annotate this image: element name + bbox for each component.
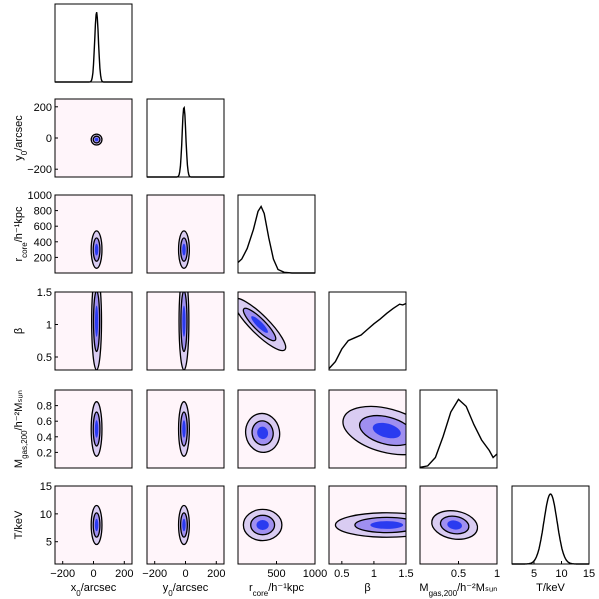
x-axis-label-mgas: Mgas,200/h⁻²Mₛᵤₙ [419, 582, 497, 598]
panel-frame [328, 389, 407, 469]
x-tick-label: 0 [182, 568, 188, 580]
y-axis-label-y0: y0/arcsec [13, 115, 29, 161]
contour-level [94, 137, 99, 142]
joint-contours-x0-mgas [90, 401, 103, 457]
y-axis-label-mgas: Mgas,200/h⁻²Mₛᵤₙ [13, 390, 29, 468]
contour-level [256, 520, 269, 530]
joint-contours-rcore-T [242, 508, 283, 542]
contour-level [370, 521, 404, 529]
y-axis-label-T: T/keV [13, 510, 25, 539]
panel-frame [54, 194, 133, 274]
y-tick-label: 10 [40, 509, 52, 521]
y-tick-label: 400 [34, 237, 52, 249]
joint-contours-x0-y0 [90, 133, 103, 146]
x-tick-label: 0.5 [334, 568, 349, 580]
contour-level [94, 518, 99, 532]
contour-level [447, 520, 462, 530]
contour-level [94, 420, 99, 438]
panel-frame [237, 389, 316, 469]
panel-frame [237, 291, 316, 371]
labels-group: −200 0 200 −200 0 200 500 1000 0.5 1 1.5 0.5 1 5 10 15−… [13, 102, 595, 598]
y-tick-label: 200 [34, 252, 52, 264]
x-tick-label: 200 [115, 568, 133, 580]
contour-level [257, 426, 269, 440]
x-tick-label: 1 [494, 568, 500, 580]
marginal-curve-x0 [55, 12, 132, 83]
y-axis-label-rcore: rcore/h⁻¹kpc [13, 206, 29, 261]
x-axis-label-rcore: rcore/h⁻¹kpc [249, 582, 304, 598]
marginal-curve-beta [328, 302, 407, 370]
x-tick-label: 5 [531, 568, 537, 580]
joint-contours-y0-rcore [177, 230, 191, 269]
joint-contours-rcore-mgas [244, 412, 281, 453]
x-tick-label: 1.5 [398, 568, 413, 580]
y-tick-label: 5 [46, 537, 52, 549]
joint-contours-beta-mgas [342, 405, 406, 456]
panel-frame [328, 485, 407, 565]
panel-frame [146, 389, 225, 469]
x-tick-label: 10 [555, 568, 567, 580]
joint-contours-y0-T [177, 504, 191, 546]
x-tick-label: 0 [90, 568, 96, 580]
y-tick-label: 1 [46, 320, 52, 332]
marginal-curve-y0 [147, 105, 224, 178]
y-tick-label: 0.8 [37, 401, 52, 413]
panel-frame [54, 389, 133, 469]
marginal-panel-T [511, 485, 590, 565]
y-tick-label: 800 [34, 206, 52, 218]
contour-level [95, 305, 99, 337]
joint-contours-rcore-beta [238, 297, 287, 352]
marginal-panel-beta [328, 291, 407, 371]
x-axis-label-T: T/keV [536, 582, 565, 594]
marginal-curve-mgas [419, 398, 498, 468]
y-tick-label: 0 [46, 133, 52, 145]
joint-contours-x0-beta [91, 292, 103, 370]
contour-level [182, 243, 186, 256]
x-tick-label: 0.5 [451, 568, 466, 580]
y-tick-label: 0.5 [37, 352, 52, 364]
panel-frame [146, 194, 225, 274]
y-axis-label-beta: β [13, 328, 25, 334]
x-tick-label: 200 [207, 568, 225, 580]
x-tick-label: 1000 [303, 568, 327, 580]
joint-contours-y0-mgas [177, 401, 191, 457]
y-tick-label: 600 [34, 221, 52, 233]
contour-level [182, 518, 186, 532]
contour-level [182, 305, 186, 337]
y-tick-label: −200 [27, 164, 52, 176]
joint-contours-y0-beta [178, 292, 190, 370]
contour-level [94, 243, 99, 256]
x-tick-label: −200 [50, 568, 75, 580]
joint-contours-x0-rcore [90, 230, 103, 269]
marginal-curve-rcore [237, 205, 315, 274]
y-tick-label: 0.6 [37, 416, 52, 428]
x-axis-label-x0: x0/arcsec [71, 582, 117, 598]
x-tick-label: 500 [267, 568, 285, 580]
marginal-panel-rcore [237, 194, 316, 274]
y-tick-label: 0.4 [37, 432, 52, 444]
marginal-panel-mgas [419, 389, 498, 469]
y-tick-label: 15 [40, 481, 52, 493]
x-tick-label: −200 [142, 568, 167, 580]
joint-contours-x0-T [90, 504, 103, 546]
y-tick-label: 1.5 [37, 287, 52, 299]
joint-contours-beta-T [334, 512, 406, 538]
y-tick-label: 1000 [28, 190, 52, 202]
panel-frame [146, 291, 225, 371]
panel-frame [54, 291, 133, 371]
x-tick-label: 15 [583, 568, 595, 580]
marginal-curve-T [512, 493, 589, 565]
x-axis-label-y0: y0/arcsec [163, 582, 209, 598]
x-axis-label-beta: β [364, 582, 370, 594]
panels-group [54, 3, 590, 565]
y-tick-label: 0.2 [37, 447, 52, 459]
contour-level [182, 420, 186, 438]
y-tick-label: 200 [34, 102, 52, 114]
joint-contours-mgas-T [431, 510, 479, 540]
contour-level [372, 422, 401, 439]
x-tick-label: 1 [371, 568, 377, 580]
contour-level [251, 316, 268, 333]
